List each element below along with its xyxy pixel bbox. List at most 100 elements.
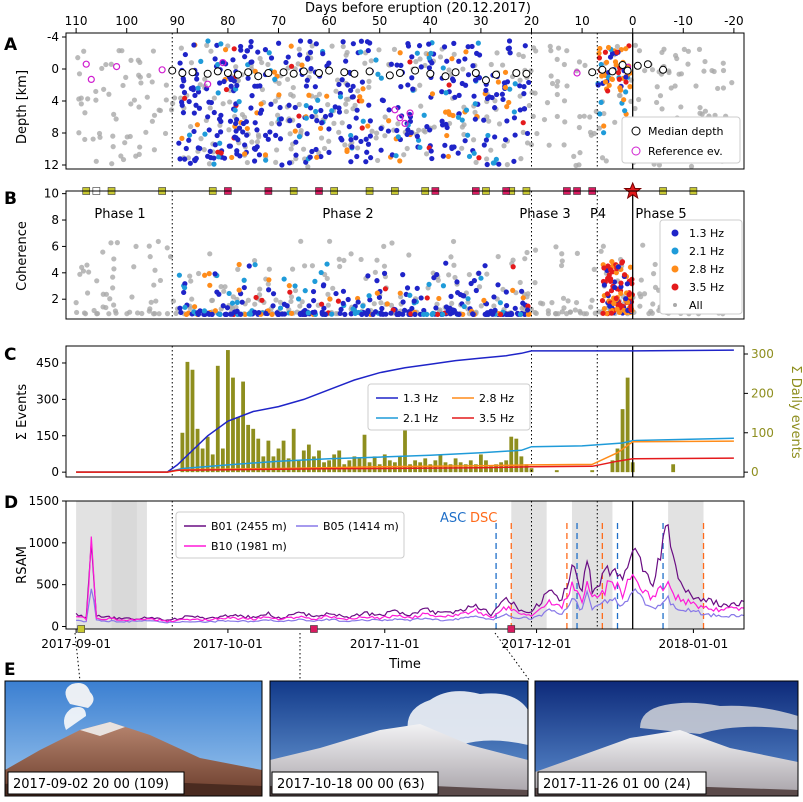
event-all bbox=[204, 42, 210, 49]
event-colored bbox=[440, 153, 446, 159]
event-colored bbox=[303, 83, 310, 89]
event-colored bbox=[289, 310, 295, 316]
reference-event-marker bbox=[391, 106, 399, 114]
event-all bbox=[446, 67, 452, 73]
event-all bbox=[96, 130, 103, 137]
event-all bbox=[76, 130, 82, 136]
event-all bbox=[103, 61, 109, 68]
event-all bbox=[406, 252, 412, 258]
event-all bbox=[488, 147, 494, 153]
event-colored bbox=[313, 41, 319, 47]
event-colored bbox=[217, 80, 223, 86]
photo-time-marker bbox=[77, 625, 85, 633]
event-colored bbox=[179, 99, 185, 105]
event-all bbox=[488, 61, 494, 68]
event-all bbox=[524, 140, 531, 146]
event-colored bbox=[499, 91, 505, 97]
event-all bbox=[656, 162, 663, 168]
event-all bbox=[636, 48, 643, 54]
event-colored bbox=[244, 48, 250, 54]
event-all bbox=[167, 254, 174, 260]
event-colored bbox=[379, 305, 385, 312]
event-all bbox=[313, 113, 319, 120]
event-all bbox=[451, 262, 457, 268]
event-all bbox=[381, 243, 387, 249]
top-tick-label: 20 bbox=[524, 14, 539, 28]
y2-tick-label: 200 bbox=[751, 386, 774, 400]
event-colored bbox=[476, 52, 483, 58]
event-colored bbox=[520, 120, 526, 126]
event-all bbox=[518, 156, 524, 162]
event-colored bbox=[292, 104, 298, 111]
event-all bbox=[504, 162, 510, 168]
event-all bbox=[288, 91, 294, 98]
event-colored bbox=[393, 153, 399, 159]
event-all bbox=[94, 310, 101, 317]
event-colored bbox=[342, 311, 348, 317]
event-all bbox=[106, 91, 112, 97]
event-colored bbox=[452, 94, 458, 100]
event-all bbox=[693, 83, 699, 89]
event-all bbox=[423, 151, 430, 157]
event-colored bbox=[623, 296, 629, 302]
event-colored bbox=[384, 301, 390, 307]
reference-event-marker bbox=[158, 66, 166, 74]
event-all bbox=[206, 161, 213, 167]
legend-28hz-marker bbox=[671, 265, 679, 273]
median-depth-marker bbox=[314, 69, 323, 77]
event-colored bbox=[602, 49, 609, 55]
event-all bbox=[554, 56, 560, 62]
photo-1-connector bbox=[74, 632, 81, 682]
event-colored bbox=[214, 42, 220, 48]
event-all bbox=[685, 61, 691, 67]
event-colored bbox=[321, 282, 327, 288]
event-colored bbox=[385, 128, 392, 134]
event-all bbox=[256, 134, 262, 140]
event-colored bbox=[524, 130, 531, 137]
event-all bbox=[528, 142, 535, 148]
event-all bbox=[681, 46, 687, 52]
daily-events-bar bbox=[200, 448, 205, 473]
event-colored bbox=[375, 71, 381, 77]
event-colored bbox=[378, 75, 384, 81]
median-depth-marker bbox=[178, 69, 187, 77]
top-axis-ticks: 110 100 90 80 70 60 50 40 30 20 10 0 -10 -20 bbox=[65, 14, 744, 33]
event-all bbox=[372, 269, 378, 275]
event-colored bbox=[182, 51, 188, 58]
event-colored bbox=[350, 83, 356, 89]
event-all bbox=[178, 45, 184, 51]
event-all bbox=[534, 130, 540, 137]
event-colored bbox=[606, 82, 612, 88]
rsam-line-B10 bbox=[76, 536, 745, 623]
event-colored bbox=[421, 307, 427, 314]
event-colored bbox=[386, 107, 392, 113]
event-colored bbox=[319, 120, 325, 126]
event-all bbox=[564, 83, 570, 89]
event-colored bbox=[382, 286, 389, 292]
top-tick-label: 60 bbox=[321, 14, 336, 28]
event-all bbox=[325, 102, 331, 108]
event-colored bbox=[182, 281, 188, 287]
event-all bbox=[373, 135, 379, 141]
median-depth-marker bbox=[188, 68, 197, 77]
event-colored bbox=[409, 305, 415, 312]
daily-events-bar bbox=[291, 428, 296, 473]
event-colored bbox=[350, 41, 356, 47]
event-colored bbox=[288, 43, 294, 49]
event-all bbox=[640, 242, 646, 248]
daily-events-bar bbox=[625, 377, 630, 473]
event-colored bbox=[287, 118, 293, 124]
legend-13hz-marker bbox=[671, 229, 679, 237]
event-colored bbox=[511, 158, 517, 164]
event-all bbox=[516, 52, 522, 58]
event-colored bbox=[618, 284, 624, 290]
event-all bbox=[93, 97, 99, 103]
legend-28hz-label: 2.8 Hz bbox=[689, 263, 724, 276]
event-colored bbox=[365, 273, 371, 279]
y2-tick-label: 0 bbox=[751, 465, 759, 479]
event-colored bbox=[270, 291, 277, 297]
event-colored bbox=[212, 142, 218, 148]
event-all bbox=[452, 274, 458, 281]
event-all bbox=[301, 263, 308, 269]
daily-events-bar bbox=[362, 434, 367, 473]
